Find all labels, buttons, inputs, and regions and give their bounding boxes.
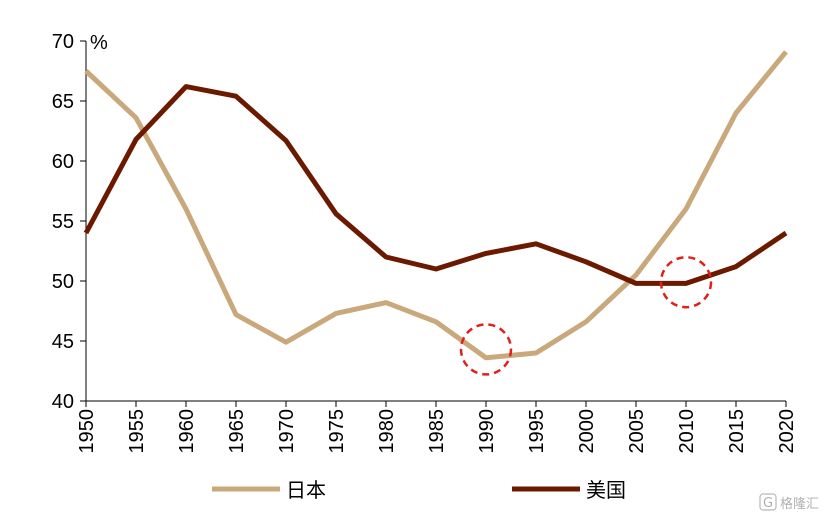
x-tick-label: 2015 (726, 409, 748, 454)
y-tick-label: 65 (52, 91, 74, 113)
series-line-usa (83, 84, 788, 286)
x-tick-label: 2000 (576, 409, 598, 454)
x-tick-label: 1960 (176, 409, 198, 454)
y-tick-label: 60 (52, 151, 74, 173)
y-tick-label: 70 (52, 31, 74, 53)
x-tick-label: 1995 (526, 409, 548, 454)
highlight-circle (659, 255, 713, 309)
watermark: G 格隆汇 (759, 493, 819, 512)
highlight-circle (459, 323, 513, 376)
x-tick-label: 2020 (776, 409, 798, 454)
y-ticks: 40 45 50 55 60 65 70 (52, 31, 86, 413)
watermark-logo-glyph: G (763, 496, 773, 511)
x-tick-label: 2010 (676, 409, 698, 454)
series-layer (83, 50, 788, 361)
watermark-text: 格隆汇 (780, 496, 819, 512)
y-tick-label: 55 (52, 211, 74, 233)
x-tick-label: 1965 (226, 409, 248, 454)
x-tick-label: 1975 (326, 409, 348, 454)
x-tick-label: 1950 (76, 409, 98, 454)
x-ticks: 1950 1955 1960 1965 1970 1975 1980 1985 1990 1995… (76, 401, 798, 454)
x-tick-label: 1980 (376, 409, 398, 454)
x-tick-label: 1955 (126, 409, 148, 454)
watermark-logo-icon (759, 493, 777, 511)
y-tick-label: 50 (52, 271, 74, 293)
x-tick-label: 1990 (476, 409, 498, 454)
y-tick-label: 45 (52, 331, 74, 353)
legend: 日本 美国 (212, 478, 626, 502)
legend-label-japan: 日本 (286, 478, 326, 502)
annotation-layer (459, 255, 713, 376)
x-tick-label: 1970 (276, 409, 298, 454)
legend-label-usa: 美国 (586, 478, 626, 502)
series-line-japan (84, 50, 788, 361)
y-axis-unit-label: % (90, 32, 108, 54)
x-tick-label: 1985 (426, 409, 448, 454)
y-tick-label: 40 (52, 391, 74, 413)
x-tick-label: 2005 (626, 409, 648, 454)
